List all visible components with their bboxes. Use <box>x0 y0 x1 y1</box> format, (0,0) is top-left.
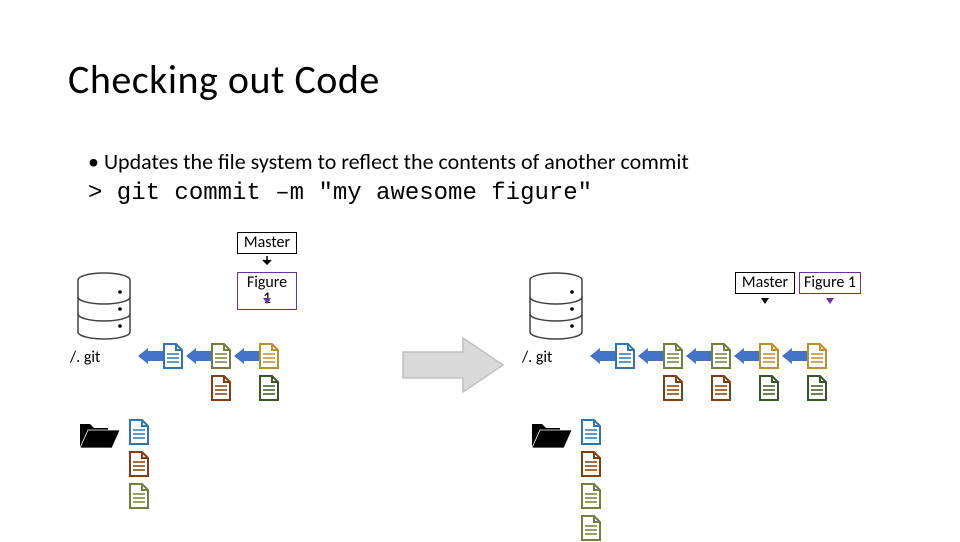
file-icon <box>580 418 602 446</box>
file-icon <box>258 342 280 370</box>
right-database-icon <box>528 272 584 340</box>
commit-arrow-icon <box>590 348 616 364</box>
commit-arrow-icon <box>734 348 760 364</box>
commit-arrow-icon <box>186 348 212 364</box>
file-icon <box>128 450 150 478</box>
label-text: Master <box>742 273 788 292</box>
file-icon <box>162 342 184 370</box>
file-icon <box>806 342 828 370</box>
file-icon <box>710 342 732 370</box>
page-title: Checking out Code <box>68 55 380 104</box>
file-icon <box>614 342 636 370</box>
right-figure-label: Figure 1 <box>799 272 861 294</box>
left-git-label: /. git <box>70 348 100 367</box>
file-icon <box>758 342 780 370</box>
file-icon <box>580 450 602 478</box>
transition-arrow <box>398 330 508 400</box>
right-git-label: /. git <box>522 348 552 367</box>
right-folder-icon <box>530 418 574 452</box>
file-icon <box>662 374 684 402</box>
label-text: Figure 1 <box>804 273 856 292</box>
file-icon <box>710 374 732 402</box>
left-folder-icon <box>78 418 122 452</box>
file-icon <box>580 482 602 510</box>
left-figure-ptr <box>260 294 274 308</box>
bullet-line: • Updates the file system to reflect the… <box>88 148 689 175</box>
left-master-label: Master <box>237 232 297 254</box>
file-icon <box>580 514 602 542</box>
commit-arrow-icon <box>234 348 260 364</box>
file-icon <box>662 342 684 370</box>
commit-arrow-icon <box>782 348 808 364</box>
right-figure-ptr <box>823 294 837 308</box>
file-icon <box>806 374 828 402</box>
file-icon <box>758 374 780 402</box>
right-master-label: Master <box>735 272 795 294</box>
left-database-icon <box>76 272 132 340</box>
commit-arrow-icon <box>138 348 164 364</box>
label-text: Master <box>244 233 290 252</box>
left-master-ptr <box>260 254 274 268</box>
file-icon <box>258 374 280 402</box>
file-icon <box>128 482 150 510</box>
commit-arrow-icon <box>686 348 712 364</box>
file-icon <box>128 418 150 446</box>
file-icon <box>210 342 232 370</box>
file-icon <box>210 374 232 402</box>
command-line: > git commit –m "my awesome figure" <box>88 180 592 207</box>
right-master-ptr <box>758 294 772 308</box>
commit-arrow-icon <box>638 348 664 364</box>
bullet-dot: • <box>88 148 104 175</box>
bullet-text: Updates the file system to reflect the c… <box>104 148 689 175</box>
